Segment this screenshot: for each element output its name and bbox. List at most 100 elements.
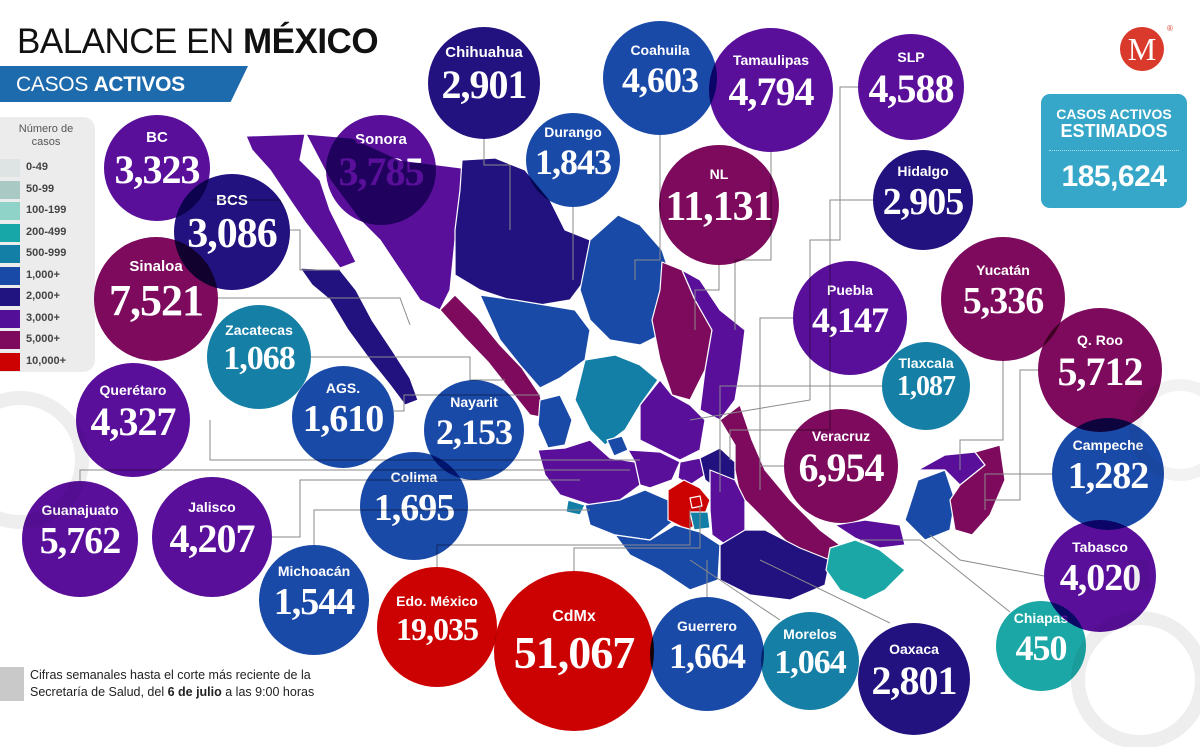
state-name: Sinaloa [129, 257, 183, 275]
legend-label: 10,000+ [26, 354, 67, 367]
legend-label: 200-499 [26, 225, 67, 238]
state-value: 450 [1015, 627, 1068, 668]
state-value: 2,905 [882, 180, 965, 223]
state-name: Guanajuato [41, 502, 119, 519]
legend-label: 100-199 [26, 204, 67, 216]
estimated-active-cases-box: CASOS ACTIVOS ESTIMADOS 185,624 [1041, 94, 1187, 208]
legend-swatch [0, 223, 20, 242]
state-value: 3,785 [338, 149, 425, 194]
state-bubble-yucatan: Yucatán 5,336 [941, 237, 1065, 361]
state-value: 4,020 [1059, 556, 1142, 599]
state-bubble-morelos: Morelos 1,064 [761, 612, 859, 710]
state-bubble-puebla: Puebla 4,147 [793, 261, 907, 375]
state-value: 7,521 [109, 276, 204, 326]
legend-label: 0-49 [26, 161, 49, 173]
legend-item: 50-99 [0, 179, 95, 199]
estimate-label-line1: CASOS ACTIVOS [1056, 106, 1172, 122]
state-bubble-veracruz: Veracruz 6,954 [784, 409, 898, 523]
legend-swatch [0, 288, 20, 306]
legend-item: 0-49 [0, 157, 95, 177]
legend-item: 10,000+ [0, 351, 95, 371]
state-value: 4,207 [169, 516, 256, 561]
state-bubble-slp: SLP 4,588 [858, 34, 964, 140]
divider [1049, 150, 1179, 151]
state-value: 1,695 [373, 486, 456, 529]
legend-item: 500-999 [0, 243, 95, 263]
state-bubble-sinaloa: Sinaloa 7,521 [94, 237, 218, 361]
state-name: Campeche [1072, 437, 1144, 454]
legend-item: 200-499 [0, 222, 95, 242]
state-name: AGS. [325, 380, 361, 397]
state-bubble-nl: NL 11,131 [659, 145, 779, 265]
state-value: 1,068 [223, 339, 296, 377]
milenio-logo: M [1120, 27, 1164, 71]
state-value: 4,794 [728, 69, 815, 114]
state-name: Tlaxcala [898, 354, 954, 371]
legend-title: Número de casos [18, 123, 74, 148]
state-bubble-zacatecas: Zacatecas 1,068 [207, 305, 311, 409]
state-bubble-guerrero: Guerrero 1,664 [650, 597, 764, 711]
state-bubble-guanajuato: Guanajuato 5,762 [22, 481, 138, 597]
state-value: 5,712 [1057, 349, 1144, 394]
state-bubble-chiapas: Chiapas 450 [996, 601, 1086, 691]
state-bubble-hidalgo: Hidalgo 2,905 [873, 150, 973, 250]
legend-label: 2,000+ [26, 290, 60, 302]
state-bubble-ags: AGS. 1,610 [292, 366, 394, 468]
state-value: 3,323 [114, 147, 201, 192]
state-bubble-tabasco: Tabasco 4,020 [1044, 520, 1156, 632]
legend-item: 3,000+ [0, 308, 95, 328]
legend-label: 1,000+ [26, 268, 60, 281]
state-value: 5,336 [962, 279, 1045, 322]
state-value: 51,067 [513, 627, 636, 679]
state-name: Jalisco [188, 499, 236, 515]
state-name: Michoacán [277, 563, 351, 580]
state-value: 6,954 [798, 445, 885, 490]
state-name: Tamaulipas [733, 52, 809, 68]
state-name: Oaxaca [889, 641, 939, 657]
legend-swatch [0, 331, 20, 349]
state-name: Durango [544, 124, 602, 141]
state-bubble-coahuila: Coahuila 4,603 [603, 21, 717, 135]
state-value: 1,282 [1067, 454, 1150, 497]
state-value: 4,603 [622, 59, 699, 100]
state-bubble-oaxaca: Oaxaca 2,801 [858, 623, 970, 735]
legend-label: 50-99 [26, 182, 55, 195]
state-name: SLP [897, 49, 925, 65]
subtitle-banner [0, 66, 248, 102]
footnote-marker [0, 667, 24, 701]
state-value: 1,087 [897, 371, 956, 403]
state-name: Chihuahua [445, 44, 523, 61]
legend-swatch [0, 309, 20, 328]
state-name: Sonora [355, 131, 407, 148]
state-bubble-cdmx: CdMx 51,067 [494, 571, 654, 731]
state-bubble-edomex: Edo. México 19,035 [377, 567, 497, 687]
state-value: 2,153 [436, 411, 513, 452]
state-value: 2,901 [441, 62, 528, 107]
legend-swatch [0, 180, 20, 199]
state-name: Veracruz [811, 428, 871, 444]
legend-label: 3,000+ [26, 311, 60, 324]
state-value: 1,843 [535, 141, 612, 182]
legend-label: 5,000+ [26, 333, 60, 345]
state-name: Tabasco [1072, 539, 1128, 556]
state-name: Yucatán [976, 262, 1030, 279]
legend-item: 1,000+ [0, 265, 95, 285]
state-bubble-sonora: Sonora 3,785 [326, 115, 436, 225]
legend-item: 100-199 [0, 200, 95, 220]
state-value: 19,035 [396, 610, 479, 647]
registered-mark: ® [1167, 24, 1173, 33]
state-value: 1,610 [302, 397, 385, 440]
state-bubble-tlaxcala: Tlaxcala 1,087 [882, 342, 970, 430]
state-name: CdMx [552, 607, 596, 625]
state-value: 11,131 [665, 184, 773, 231]
state-value: 4,147 [812, 299, 889, 340]
legend-label: 500-999 [26, 247, 67, 259]
state-value: 4,588 [868, 66, 955, 111]
state-bubble-durango: Durango 1,843 [526, 113, 620, 207]
estimate-value: 185,624 [1061, 160, 1167, 193]
state-bubble-qroo: Q. Roo 5,712 [1038, 308, 1162, 432]
state-name: Querétaro [99, 382, 167, 398]
footnote: Cifras semanales hasta el corte más reci… [30, 668, 315, 699]
state-name: Puebla [827, 282, 873, 299]
